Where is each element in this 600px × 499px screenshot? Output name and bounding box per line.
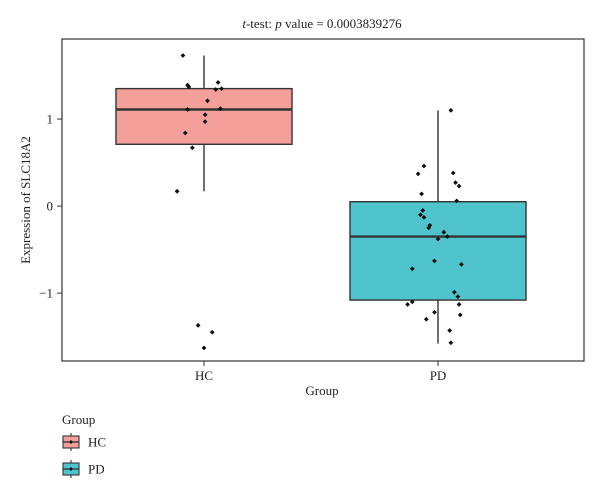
hc-data-point [195,322,201,328]
pd-data-point [409,266,415,272]
pd-data-point [457,312,463,318]
pd-data-point [418,212,423,218]
legend-key-point-hc [69,440,73,444]
pd-data-point [432,258,437,264]
hc-data-point [185,82,191,88]
title-p: p [274,16,282,31]
pd-data-point [426,225,432,231]
hc-data-point [202,112,208,118]
hc-data-point [182,130,188,136]
boxes-layer [115,55,527,344]
title-t: t [242,16,246,31]
pd-data-point [421,215,427,220]
pd-data-point [435,236,441,242]
chart-title: t-test: p value = 0.0003839276 [242,16,402,31]
x-axis: HC PD [195,361,446,383]
pd-data-point [427,222,433,228]
title-test: -test: [246,16,275,31]
pd-data-point [453,180,458,185]
pd-data-point [444,234,450,239]
hc-data-point [201,345,207,351]
pd-data-point [441,229,447,235]
legend-key-point-pd [69,467,73,471]
hc-data-point [205,98,210,104]
hc-data-point [174,188,180,194]
pd-box [349,201,527,301]
x-axis-title: Group [305,383,338,398]
hc-data-point [215,80,221,85]
pd-data-point [415,171,421,177]
hc-data-point [186,84,192,90]
pd-data-point [420,208,426,213]
pd-data-point [447,328,453,333]
legend-title: Group [62,412,95,427]
y-tick-label: −1 [39,286,53,301]
pd-data-point [419,191,425,197]
pd-data-point [456,302,462,307]
hc-data-point [219,86,224,92]
legend-items: HC PD [62,433,106,478]
legend: Group HC PD [62,412,106,478]
pd-data-point [448,107,454,113]
pd-data-point [454,198,460,204]
hc-data-point [217,106,223,112]
pd-data-point [423,316,429,322]
hc-data-point [189,145,195,151]
y-tick-label: 0 [47,199,54,214]
pd-data-point [459,262,464,267]
y-tick-label: 1 [47,112,54,127]
pd-data-point [448,340,454,346]
pd-data-point [432,309,437,315]
x-tick-label-pd: PD [430,368,447,383]
hc-data-point [213,87,219,92]
y-axis: −1 0 1 [39,112,62,301]
pd-data-point [421,163,427,169]
pd-data-point [456,183,462,189]
hc-box [115,87,293,146]
pd-data-point [455,294,461,299]
pd-data-point [450,170,456,176]
hc-data-point [185,107,191,112]
y-axis-title: Expression of SLC18A2 [18,136,33,264]
legend-label-pd: PD [88,462,105,477]
hc-data-point [180,53,186,58]
hc-data-point [202,119,208,125]
pd-data-point [409,299,415,305]
pd-data-point [405,302,410,307]
hc-data-point [209,329,215,335]
legend-label-hc: HC [88,435,106,450]
plot-panel [61,38,585,362]
pd-data-point [451,289,457,295]
x-tick-label-hc: HC [195,368,213,383]
title-value: value = 0.0003839276 [282,16,402,31]
points-layer [174,53,464,351]
